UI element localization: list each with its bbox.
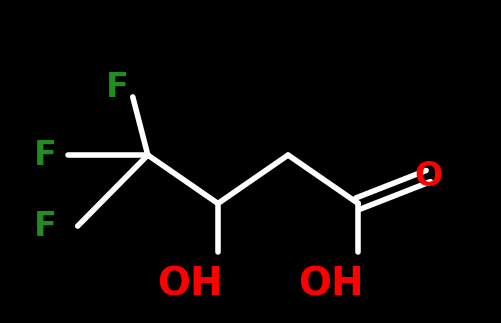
Text: F: F: [106, 71, 129, 104]
Text: O: O: [414, 160, 442, 193]
Text: OH: OH: [298, 265, 363, 303]
Text: F: F: [34, 139, 57, 172]
Text: F: F: [34, 210, 57, 243]
Text: OH: OH: [158, 265, 223, 303]
